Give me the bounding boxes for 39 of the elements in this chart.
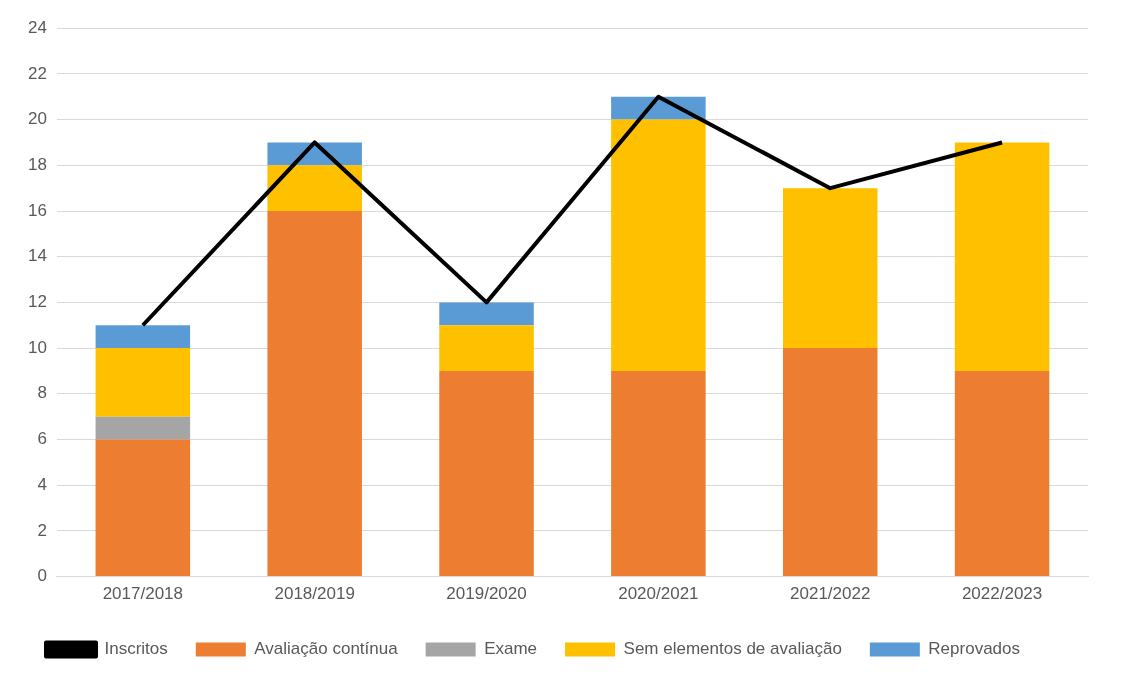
y-tick-label: 0	[37, 566, 47, 586]
y-tick-label: 20	[27, 109, 47, 129]
bar	[954, 370, 1050, 577]
bar	[954, 142, 1050, 371]
bar	[95, 348, 191, 417]
legend-label: Reprovados	[928, 639, 1021, 659]
y-tick-label: 12	[27, 292, 47, 312]
y-tick-label: 24	[27, 17, 47, 37]
bar	[439, 325, 534, 371]
legend-label: Exame	[484, 639, 538, 659]
legend-label: Inscritos	[104, 639, 168, 659]
bar	[95, 439, 191, 577]
y-tick-label: 10	[27, 337, 47, 357]
bar	[267, 165, 362, 211]
y-tick-label: 8	[37, 383, 47, 403]
x-tick-label: 2022/2023	[961, 584, 1043, 604]
x-tick-label: 2021/2022	[790, 584, 871, 604]
bar	[267, 211, 362, 577]
legend-label: Sem elementos de avaliação	[623, 639, 842, 659]
y-tick-label: 2	[37, 520, 47, 540]
bar	[611, 370, 706, 577]
y-tick-label: 16	[27, 200, 47, 220]
x-tick-label: 2017/2018	[102, 584, 184, 604]
bar	[95, 325, 191, 349]
y-tick-label: 14	[27, 246, 47, 266]
legend-label: Avaliação contínua	[254, 639, 399, 659]
y-tick-label: 22	[27, 63, 47, 83]
y-tick-label: 4	[37, 474, 47, 494]
bar	[782, 348, 878, 577]
bar	[439, 302, 534, 326]
y-tick-label: 18	[27, 154, 47, 174]
bar	[95, 416, 191, 440]
x-tick-label: 2020/2021	[618, 584, 699, 604]
bar	[782, 188, 878, 349]
bar	[611, 119, 706, 371]
y-tick-label: 6	[37, 429, 47, 449]
bar	[439, 370, 534, 577]
x-tick-label: 2018/2019	[274, 584, 355, 604]
x-tick-label: 2019/2020	[446, 584, 527, 604]
